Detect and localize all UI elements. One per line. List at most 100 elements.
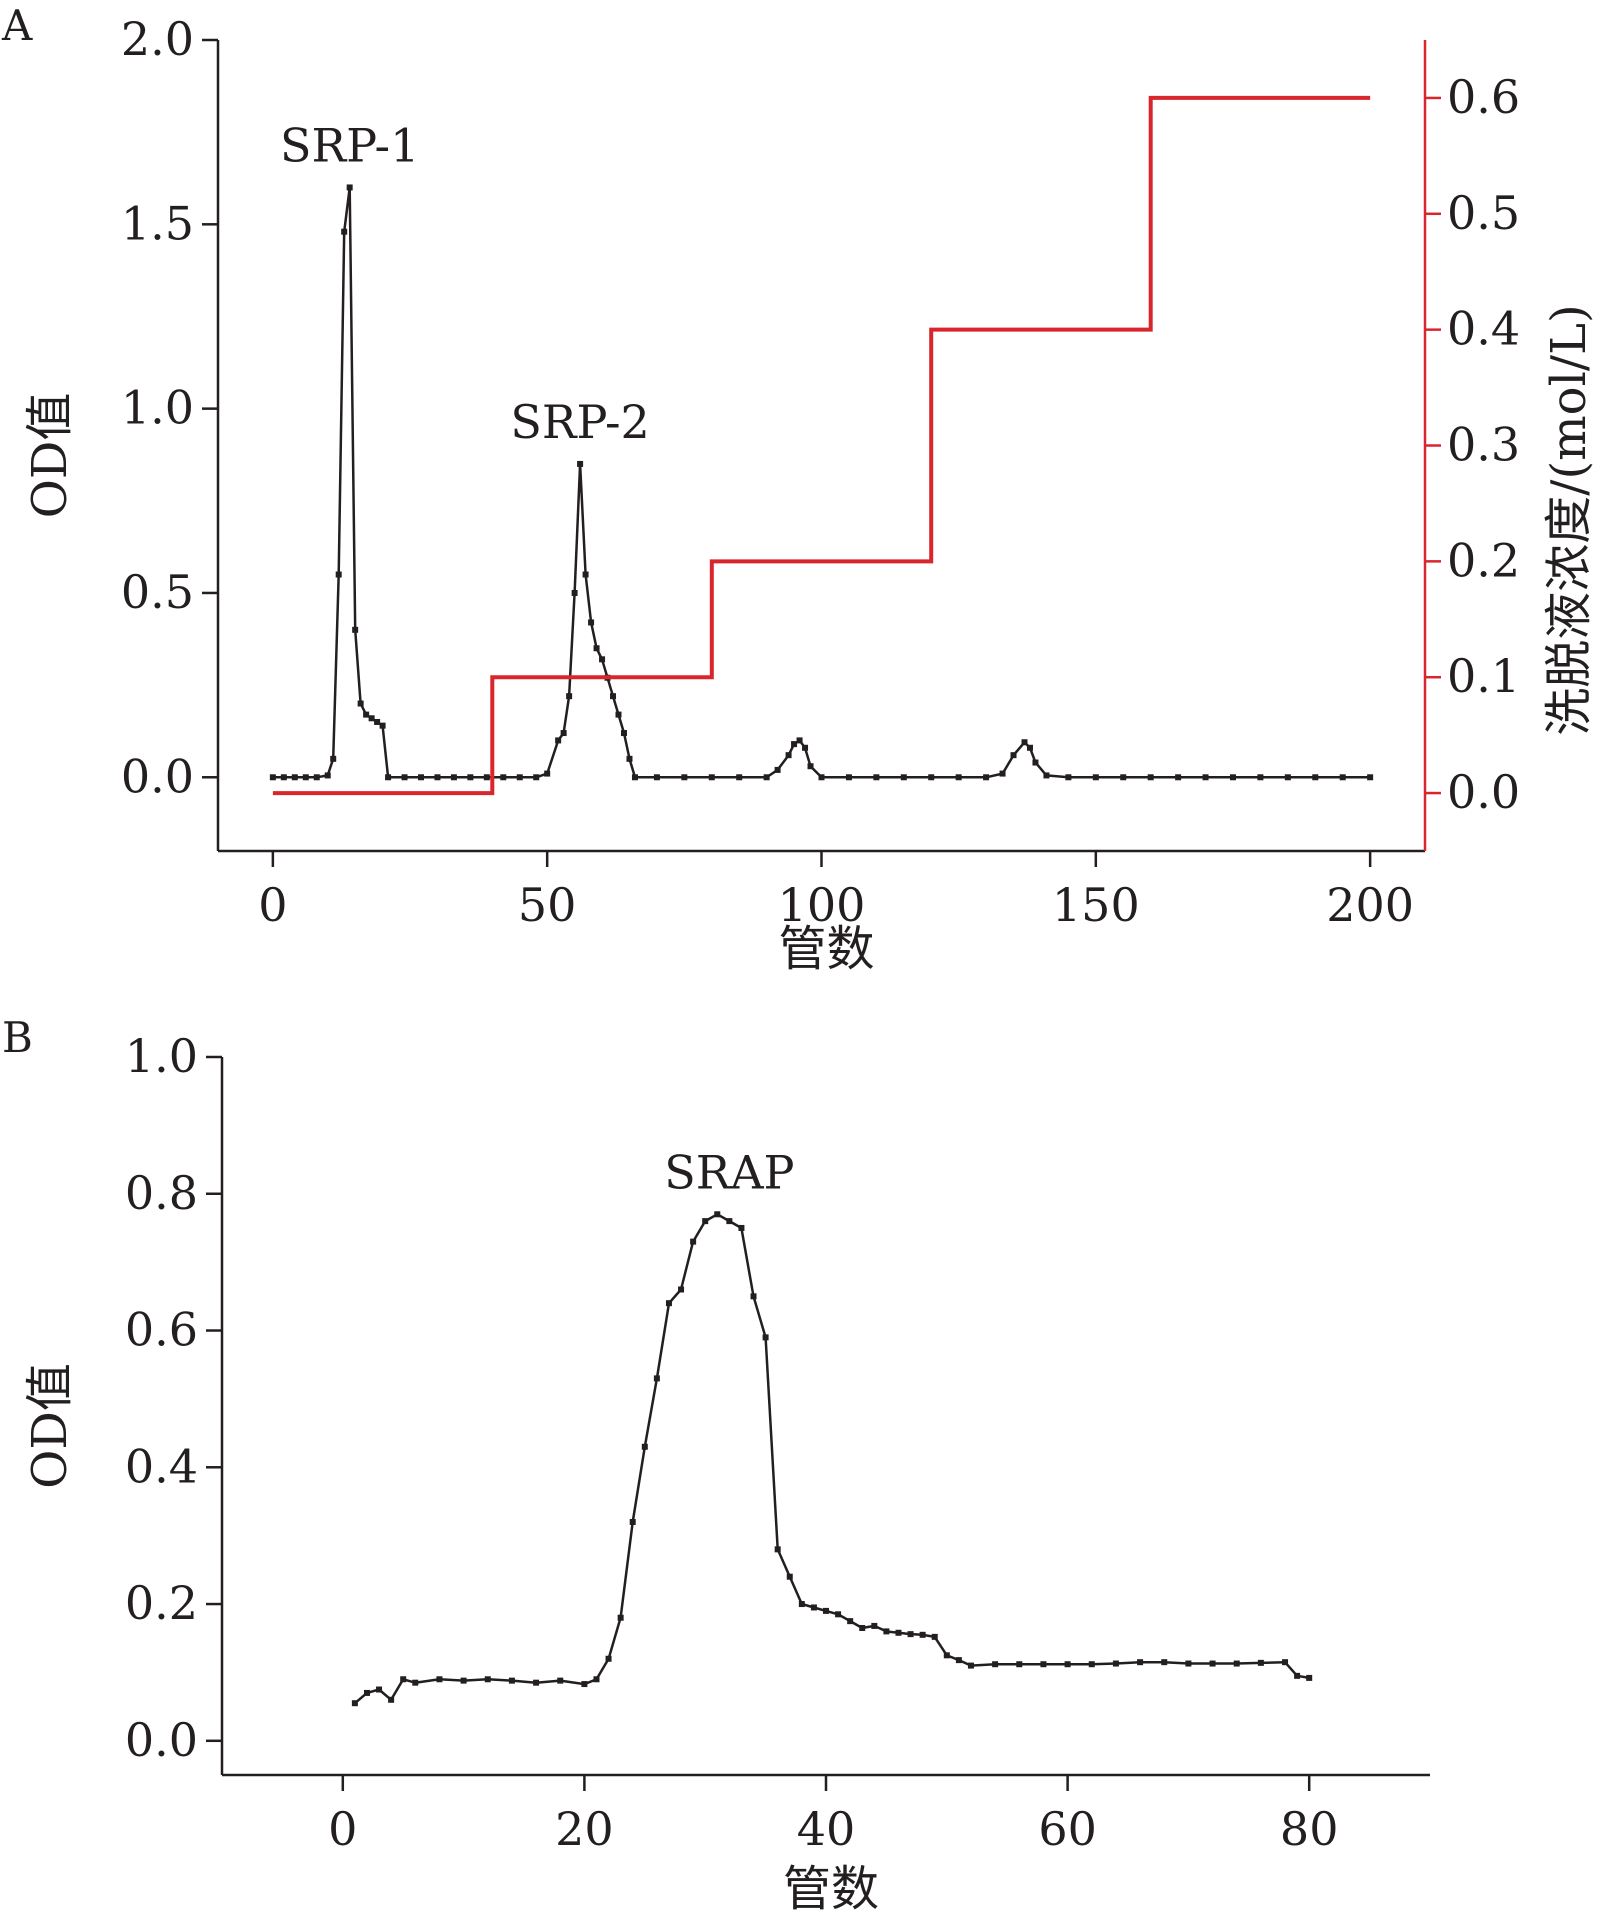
od-data-point: [1312, 774, 1319, 781]
od-data-point: [1088, 1661, 1095, 1668]
od-data-point: [1010, 752, 1017, 759]
od-data-point: [702, 1218, 709, 1225]
y-tick-label: 0.2: [125, 1576, 198, 1630]
x-tick-label: 20: [555, 1802, 614, 1856]
od-data-point: [1137, 1659, 1144, 1666]
od-data-point: [653, 774, 660, 781]
od-data-point: [508, 1677, 515, 1684]
od-data-point: [500, 774, 507, 781]
y-tick-label: 1.5: [121, 196, 194, 250]
od-data-point: [1282, 1659, 1289, 1666]
od-data-point: [412, 1679, 419, 1686]
od-data-point: [802, 744, 809, 751]
od-data-point: [900, 774, 907, 781]
y2-tick-label: 0.6: [1447, 70, 1520, 124]
od-data-point: [883, 1628, 890, 1635]
od-data-point: [1257, 774, 1264, 781]
od-data-point: [928, 774, 935, 781]
od-data-point: [859, 1624, 866, 1631]
od-data-point: [376, 1686, 383, 1693]
od-data-point: [678, 1286, 685, 1293]
od-data-point: [341, 228, 348, 235]
od-data-point: [313, 774, 320, 781]
y2-tick-label: 0.1: [1447, 649, 1520, 703]
od-data-point: [955, 1657, 962, 1664]
od-data-point: [847, 1618, 854, 1625]
od-data-point: [943, 1652, 950, 1659]
y-tick-label: 1.0: [125, 1029, 198, 1083]
od-data-point: [1202, 774, 1209, 781]
od-data-point: [1016, 1661, 1023, 1668]
y-axis-title: OD值: [22, 393, 78, 519]
od-data-point: [436, 1676, 443, 1683]
od-data-point: [999, 770, 1006, 777]
od-data-point: [363, 711, 370, 718]
x-axis-title: 管数: [783, 1861, 879, 1915]
od-data-point: [357, 700, 364, 707]
od-data-point: [763, 774, 770, 781]
od-data-point: [460, 1677, 467, 1684]
od-data-point: [653, 1375, 660, 1382]
peak-label: SRP-1: [280, 118, 419, 172]
y2-tick-label: 0.4: [1447, 302, 1520, 356]
od-data-point: [1032, 759, 1039, 766]
od-data-point: [796, 737, 803, 744]
od-data-point: [557, 1677, 564, 1684]
od-data-point: [605, 1655, 612, 1662]
od-data-point: [835, 1611, 842, 1618]
od-data-point: [1229, 774, 1236, 781]
od-data-point: [798, 1601, 805, 1608]
od-data-point: [774, 766, 781, 773]
od-data-point: [708, 774, 715, 781]
od-data-point: [690, 1238, 697, 1245]
od-data-point: [351, 1700, 358, 1707]
od-data-point: [791, 741, 798, 748]
elution-gradient-line: [272, 95, 1371, 796]
od-data-point: [786, 1573, 793, 1580]
od-data-point: [379, 722, 386, 729]
y-tick-label: 0.6: [125, 1303, 198, 1357]
od-data-point: [785, 752, 792, 759]
od-data-point: [1026, 744, 1033, 751]
y-tick-label: 2.0: [121, 12, 194, 66]
od-data-point: [615, 711, 622, 718]
od-data-point: [374, 718, 381, 725]
od-data-point: [665, 1300, 672, 1307]
od-data-point: [280, 774, 287, 781]
peak-label: SRP-2: [510, 395, 649, 449]
od-data-point: [1306, 1674, 1313, 1681]
od-data-point: [577, 460, 584, 467]
x-tick-label: 150: [1052, 878, 1140, 932]
od-data-point: [593, 1676, 600, 1683]
od-data-point: [417, 774, 424, 781]
od-data-point: [385, 774, 392, 781]
od-data-point: [330, 755, 337, 762]
od-data-point: [291, 774, 298, 781]
od-data-point: [631, 774, 638, 781]
od-data-point: [641, 1443, 648, 1450]
od-data-point: [762, 1334, 769, 1341]
y2-tick-label: 0.5: [1447, 186, 1520, 240]
x-tick-label: 60: [1038, 1802, 1097, 1856]
od-data-point: [450, 774, 457, 781]
od-data-point: [533, 1679, 540, 1686]
od-data-point: [818, 774, 825, 781]
od-data-point: [810, 1604, 817, 1611]
od-data-point: [400, 1676, 407, 1683]
od-data-point: [483, 774, 490, 781]
od-data-point: [533, 774, 540, 781]
od-data-point: [823, 1607, 829, 1614]
od-data-point: [931, 1633, 938, 1640]
od-data-point: [1120, 774, 1127, 781]
od-data-point: [1064, 1661, 1071, 1668]
od-data-point: [302, 774, 309, 781]
od-data-point: [269, 774, 276, 781]
od-data-point: [1233, 1660, 1240, 1667]
od-data-point: [617, 1614, 624, 1621]
od-data-point: [1257, 1659, 1264, 1666]
od-data-point: [626, 755, 633, 762]
od-data-point: [629, 1518, 636, 1525]
od-data-point: [1092, 774, 1099, 781]
od-data-point: [1147, 774, 1154, 781]
